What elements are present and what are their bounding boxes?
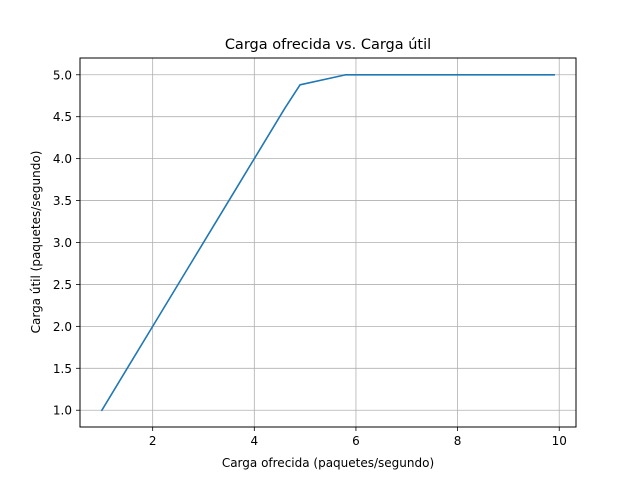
y-tick-label: 2.5 [53, 278, 72, 292]
y-tick-label: 1.0 [53, 404, 72, 418]
series-line [100, 73, 555, 412]
x-tick-label: 8 [454, 434, 462, 448]
x-axis-label: Carga ofrecida (paquetes/segundo) [222, 456, 434, 470]
y-tick-label: 3.5 [53, 194, 72, 208]
x-tick-label: 4 [250, 434, 258, 448]
y-tick-label: 2.0 [53, 320, 72, 334]
y-axis-label: Carga útil (paquetes/segundo) [29, 151, 43, 334]
y-tick-label: 4.0 [53, 152, 72, 166]
y-tick-label: 4.5 [53, 110, 72, 124]
x-axis: 2 4 6 8 10 [149, 427, 567, 448]
plot-area [100, 73, 555, 412]
x-tick-label: 2 [149, 434, 157, 448]
x-tick-label: 10 [552, 434, 567, 448]
y-axis: 1.0 1.5 2.0 2.5 3.0 3.5 4.0 4.5 5.0 [53, 68, 80, 418]
y-tick-label: 3.0 [53, 236, 72, 250]
x-tick-label: 6 [352, 434, 360, 448]
y-tick-label: 1.5 [53, 362, 72, 376]
chart-title: Carga ofrecida vs. Carga útil [225, 37, 431, 53]
y-tick-label: 5.0 [53, 68, 72, 82]
